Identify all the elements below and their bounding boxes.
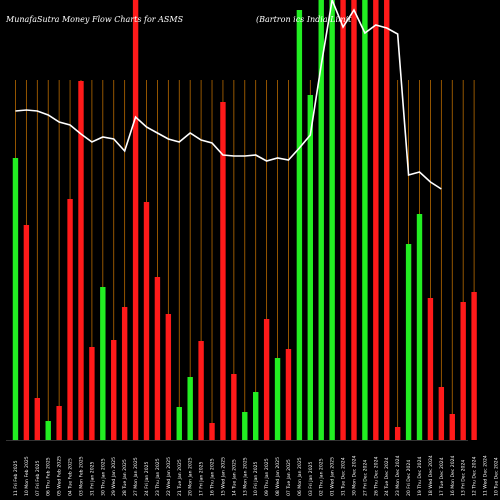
x-tick-label: 26 Thu Dec 2024 [373,456,379,496]
x-tick-label: 14 Tue Jan 2025 [231,459,237,496]
x-tick-label: 27 Mon Jan 2025 [133,457,139,496]
x-tick-label: 22 Wed Jan 2025 [166,457,172,496]
x-tick-label: 24 Tue Dec 2024 [384,457,390,496]
bar-2 [23,225,30,440]
bar-40 [438,387,445,440]
bar-39 [427,298,434,440]
bar-35 [384,0,390,440]
bar-14 [154,277,161,440]
x-tick-label: 07 Fri Feb 2025 [35,460,41,496]
bar-27 [296,10,303,440]
bar-41 [449,414,455,440]
bar-43 [471,292,477,440]
bar-28 [307,95,313,440]
x-tick-label: 23 Thu Jan 2025 [155,458,161,496]
chart-title-right: (Bartron ics India Limit [256,15,352,24]
x-tick-label: 24 Fri Jan 2025 [144,461,150,496]
bar-7 [78,81,84,440]
x-tick-label: 09 Thu Jan 2025 [264,458,270,496]
x-tick-labels: 11 Fri Feb 2025 10 Mon Feb 2025 07 Fri Feb… [13,455,499,496]
bar-13 [143,202,150,440]
x-tick-label: 11 Wed Dec 2024 [483,455,489,496]
bar-26 [285,349,292,440]
x-tick-label: 10 Tue Dec 2024 [493,457,499,496]
axis-baseline [6,440,468,441]
x-tick-label: 31 Tue Dec 2024 [341,457,347,496]
bar-23 [253,392,259,440]
bar-33 [362,0,368,440]
bar-21 [231,374,237,440]
x-tick-label: 20 Mon Jan 2025 [188,457,194,496]
bar-15 [165,314,172,440]
x-tick-label: 23 Mon Dec 2024 [395,455,401,496]
bar-34 [373,0,379,440]
bar-37 [405,244,412,440]
bar-8 [89,347,95,440]
x-tick-label: 06 Mon Jan 2025 [297,457,303,496]
bar-19 [209,423,215,440]
x-tick-label: 15 Wed Jan 2025 [220,457,226,496]
x-tick-label: 13 Fri Dec 2024 [461,460,467,496]
x-tick-label: 06 Thu Feb 2025 [46,457,52,496]
x-tick-label: 29 Wed Jan 2025 [111,457,117,496]
x-tick-label: 20 Fri Dec 2024 [406,460,412,496]
bar-31 [340,0,346,440]
bar-12 [132,0,139,440]
x-tick-label: 18 Wed Dec 2024 [428,455,434,496]
x-tick-label: 17 Fri Jan 2025 [199,461,205,496]
x-tick-label: 10 Fri Jan 2025 [253,461,259,496]
bar-17 [187,377,193,440]
bar-29 [318,0,324,440]
x-tick-label: 16 Thu Jan 2025 [210,458,216,496]
chart-title-left: MunafaSutra Money Flow Charts for ASMS [5,15,184,24]
x-tick-label: 10 Mon Feb 2025 [24,456,30,496]
bar-30 [329,0,335,440]
bar-10 [111,340,117,440]
x-tick-label: 16 Mon Dec 2024 [450,455,456,496]
x-tick-label: 11 Fri Feb 2025 [13,460,19,496]
bar-36 [394,427,401,440]
x-tick-label: 30 Mon Dec 2024 [351,455,357,496]
bar-20 [220,102,226,440]
bar-16 [176,407,182,440]
x-tick-label: 02 Thu Jan 2025 [319,458,325,496]
bar-6 [67,199,73,440]
bar-24 [263,319,270,440]
bar-9 [100,287,106,440]
bar-5 [56,406,62,440]
bar-42 [460,302,466,440]
x-tick-label: 31 Fri Jan 2025 [89,461,95,496]
x-tick-label: 08 Wed Jan 2025 [275,457,281,496]
bar-11 [121,307,128,440]
bar-38 [416,214,423,440]
x-tick-label: 13 Mon Jan 2025 [242,457,248,496]
x-tick-label: 07 Tue Jan 2025 [286,459,292,496]
bar-1 [12,158,19,440]
x-tick-label: 03 Fri Jan 2025 [308,461,314,496]
bar-32 [351,0,357,440]
x-tick-label: 12 Thu Dec 2024 [472,456,478,496]
bar-25 [274,358,281,440]
volume-bars [12,0,477,440]
x-tick-label: 05 Wed Feb 2025 [57,456,63,496]
x-tick-label: 04 Tue Feb 2025 [68,458,74,496]
x-tick-label: 19 Thu Dec 2024 [417,456,423,496]
bar-4 [45,421,51,440]
x-tick-label: 27 Fri Dec 2024 [362,460,368,496]
x-tick-label: 03 Mon Feb 2025 [78,456,84,496]
x-tick-label: 21 Tue Jan 2025 [177,459,183,496]
price-line [15,0,442,190]
bar-3 [34,398,40,440]
x-tick-label: 28 Tue Jan 2025 [122,459,128,496]
x-tick-label: 01 Wed Jan 2025 [330,457,336,496]
x-tick-label: 30 Thu Jan 2025 [100,458,106,496]
bar-18 [198,341,204,440]
bar-22 [242,412,248,440]
x-tick-label: 17 Tue Dec 2024 [439,457,445,496]
